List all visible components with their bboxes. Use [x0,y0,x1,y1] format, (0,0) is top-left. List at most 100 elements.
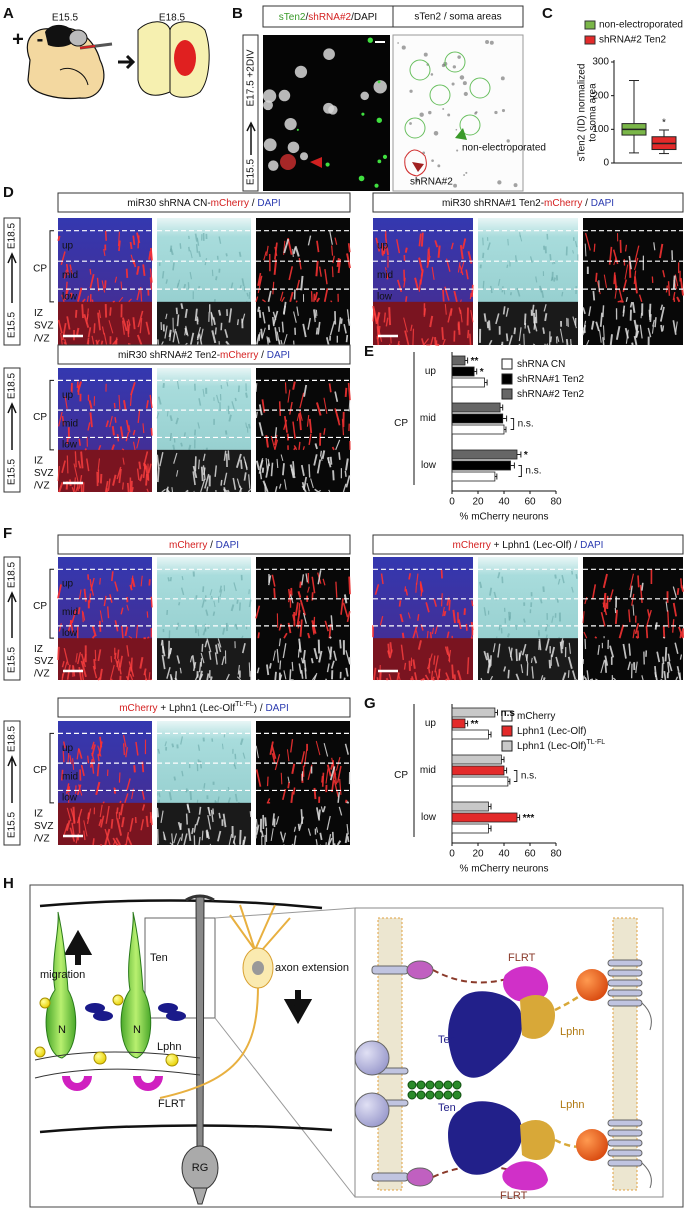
legend-swatch [585,21,595,29]
title-part: miR30 shRNA#2 Ten2- [118,350,220,361]
x-tick-label: 20 [472,497,484,508]
cell-signal [163,271,164,278]
cell-signal [184,432,185,436]
cell-signal [629,644,630,656]
signal [452,82,455,85]
cell-signal [678,588,679,595]
cell-signal [428,249,429,264]
panel-label: C [542,5,553,22]
bar [452,425,504,434]
cell-signal [113,426,114,435]
signal [442,108,444,110]
cell-signal [92,300,93,302]
cell-signal [58,236,59,241]
signal [434,131,439,136]
diagram-label: Ten [150,952,168,964]
nucleus [284,118,296,130]
stage-label: E18.5 [7,725,18,752]
layer-label: SVZ [34,321,53,332]
cell-signal [249,662,250,676]
cell-signal [170,330,171,337]
cell-signal [519,344,521,345]
y-tick-label: 300 [592,57,609,68]
cell-signal [422,233,423,247]
cell-signal [174,777,175,781]
diagram-label: RG [192,1162,209,1174]
cell-signal [472,600,473,606]
category-label: up [425,366,437,377]
cell-signal [263,468,264,473]
cell-signal [312,658,313,663]
cell-signal [238,319,239,325]
cell-signal [173,445,174,450]
significance-bracket [511,419,514,430]
cell-signal [398,344,399,345]
cell-signal [127,269,128,278]
cell-signal [545,344,546,345]
layer-label: up [62,743,74,754]
cell-signal [431,632,432,638]
cell-signal [177,308,178,314]
cell-signal [171,577,172,581]
signal [502,109,505,112]
layer-label: CP [33,601,47,612]
cell-signal [246,393,247,398]
cell-signal [340,640,341,649]
signal [431,73,434,76]
cell-signal [162,640,163,653]
cell-signal [444,611,445,616]
cell-signal [384,313,385,323]
legend-label: shRNA#2 Ten2 [599,35,667,46]
title-part: DAPI [591,198,614,209]
signal [501,76,505,80]
cell-signal [269,306,270,312]
cell-signal [213,808,214,814]
green-signal [361,113,364,116]
layer-label: /VZ [34,833,50,844]
cell-signal [76,310,77,318]
micrograph-lower [157,638,251,680]
layer-label: /VZ [34,480,50,491]
category-label: up [425,718,437,729]
diagram-label: N [133,1024,141,1036]
cell-signal [520,232,521,236]
group-label: CP [394,418,408,429]
legend-label: shRNA#2 Ten2 [517,389,585,400]
cell-signal [468,330,469,338]
image-title: mCherry / DAPI [169,540,239,551]
title-part: / [258,350,266,361]
layer-label: mid [62,418,78,429]
cell-signal [268,777,269,786]
cell-signal [277,459,278,468]
cell-signal [546,635,547,639]
cell-signal [480,582,481,588]
signal [456,149,458,151]
cell-signal [347,802,349,803]
cell-signal [516,625,517,630]
cell-signal [219,310,220,316]
cell-signal [642,583,643,591]
legend-label: shRNA CN [517,359,565,370]
layer-label: low [377,291,393,302]
title-part: mCherry [220,350,258,361]
cell-signal [189,247,190,252]
cell-signal [123,482,124,489]
cell-signal [67,456,68,474]
cell-signal [235,398,236,401]
bar [452,450,517,459]
category-label: mid [420,765,436,776]
cell-signal [442,593,443,606]
cell-signal [204,783,205,788]
diagram-label: FLRT [158,1098,186,1110]
nucleus [288,142,300,154]
x-tick-label: 0 [449,497,455,508]
cell-signal [268,337,269,342]
cell-signal [77,328,78,335]
cell-signal [189,445,190,450]
cell-signal [207,673,208,680]
cell-signal [192,828,193,834]
cp-bracket [50,569,54,638]
x-tick-label: 60 [524,497,536,508]
layer-label: low [62,440,78,451]
cell-signal [256,412,257,418]
